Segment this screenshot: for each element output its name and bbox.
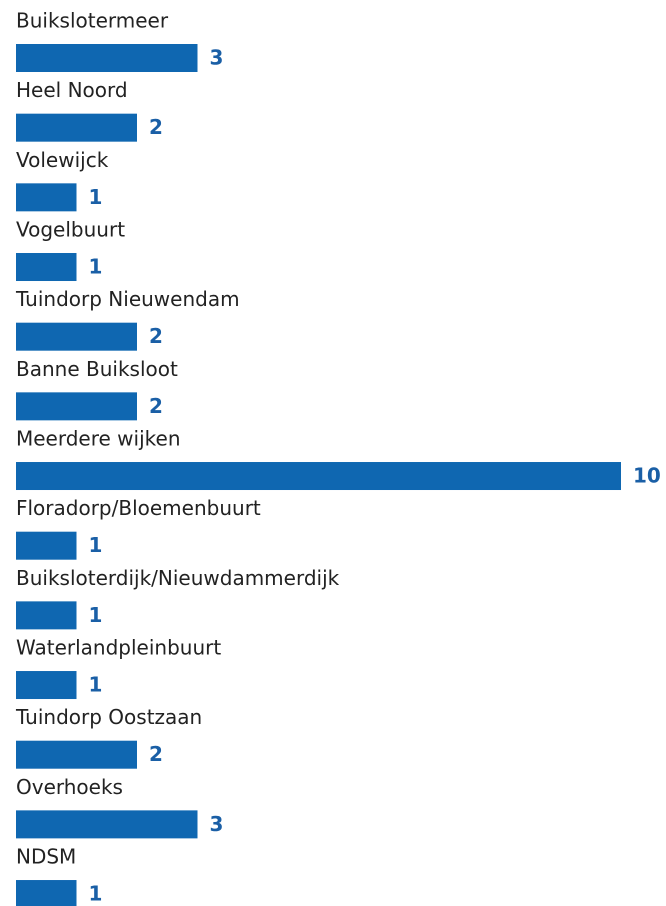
bar [16,740,137,769]
category-label: Banne Buiksloot [16,357,178,381]
value-label: 2 [149,394,163,418]
value-label: 1 [89,255,103,279]
value-label: 1 [89,882,103,906]
category-label: Meerdere wijken [16,427,181,451]
value-label: 1 [89,673,103,697]
category-label: Overhoeks [16,775,123,799]
value-label: 3 [210,46,224,70]
category-label: Tuindorp Nieuwendam [15,287,240,311]
value-label: 1 [89,533,103,557]
bar [16,462,621,491]
category-label: Buiksloterdijk/Nieuwdammerdijk [16,566,340,590]
bar [16,810,198,839]
value-label: 1 [89,603,103,627]
value-label: 1 [89,185,103,209]
category-label: Waterlandpleinbuurt [16,636,221,660]
category-label: Volewijck [16,148,109,172]
value-label: 2 [149,742,163,766]
value-label: 2 [149,324,163,348]
category-label: Vogelbuurt [16,218,125,242]
category-label: Tuindorp Oostzaan [15,705,202,729]
bar [16,253,77,282]
value-label: 10 [633,464,661,488]
category-label: Heel Noord [16,78,128,102]
bar [16,531,77,560]
bar [16,671,77,700]
value-label: 2 [149,115,163,139]
value-label: 3 [210,812,224,836]
bar [16,113,137,142]
category-label: Floradorp/Bloemenbuurt [16,496,261,520]
bar [16,44,198,72]
bar [16,392,137,421]
bar [16,880,77,906]
bar [16,322,137,351]
bar [16,601,77,630]
category-label: Buikslotermeer [16,9,169,33]
category-label: NDSM [16,845,76,869]
bar [16,183,77,212]
